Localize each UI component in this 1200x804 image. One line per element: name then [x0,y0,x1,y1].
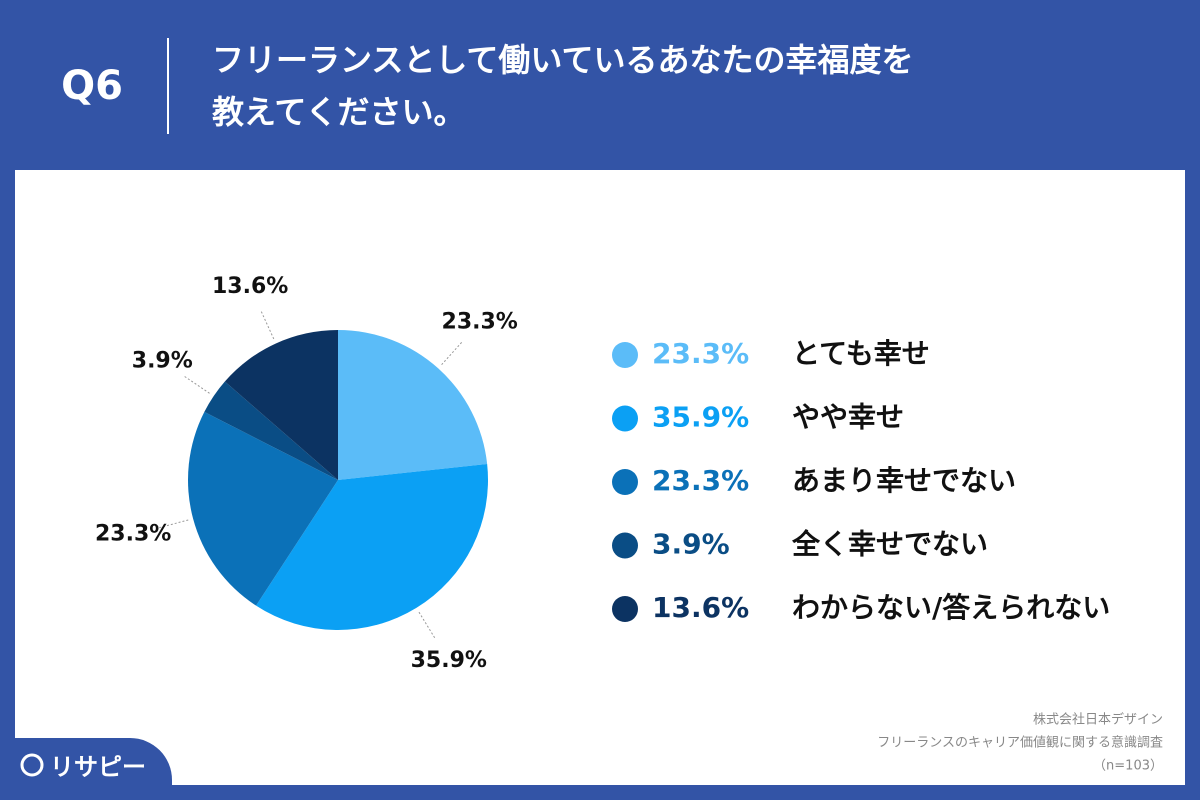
brand-icon [20,753,44,777]
question-number: Q6 [61,63,123,109]
pie-slice [204,381,338,480]
legend-swatch [612,405,638,432]
data-label: 3.9% [132,348,193,373]
legend-label: わからない/答えられない [792,591,1110,624]
source-note: 株式会社日本デザイン [1033,712,1163,728]
legend-value: 13.6% [652,591,749,624]
leader-line [418,611,436,638]
brand-badge [0,738,172,800]
legend-label: やや幸せ [792,401,904,434]
legend-swatch [612,469,638,495]
data-label: 13.6% [212,274,288,299]
brand-name: リサピー [50,753,146,781]
title-line: フリーランスとして働いているあなたの幸福度を [212,41,913,79]
data-label: 23.3% [95,522,171,547]
pie-slice [256,464,488,630]
legend-swatch [612,596,638,622]
legend-value: 23.3% [652,464,749,497]
legend-label: 全く幸せでない [791,528,988,561]
pie-slice [224,330,338,480]
title-line: 教えてください。 [212,93,465,131]
pie-slice [338,330,488,480]
legend-label: とても幸せ [792,337,930,370]
data-label: 23.3% [442,309,518,334]
leader-line [260,311,275,340]
legend-value: 3.9% [652,528,730,561]
legend-label: あまり幸せでない [792,464,1016,497]
leader-line [159,519,189,529]
data-label: 35.9% [411,648,487,673]
legend-value: 23.3% [652,337,749,370]
legend-value: 35.9% [652,401,749,434]
leader-line [184,376,210,394]
source-note: フリーランスのキャリア価値観に関する意識調査 [877,735,1163,751]
leader-line [441,342,463,366]
legend-swatch [612,532,638,559]
pie-slice [188,411,338,606]
legend-swatch [612,342,638,368]
source-note: （n=103） [1093,759,1163,774]
